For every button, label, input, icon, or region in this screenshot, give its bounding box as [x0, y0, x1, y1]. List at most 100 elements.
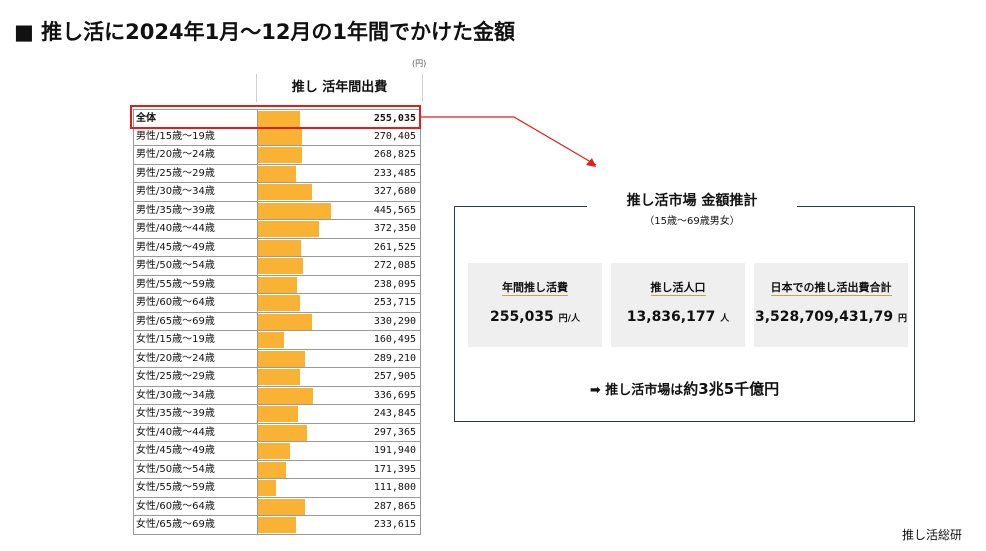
column-divider — [257, 127, 258, 145]
column-divider — [257, 312, 258, 330]
column-divider — [257, 405, 258, 423]
category-label: 女性/45歳～49歳 — [136, 445, 215, 456]
value-bar — [258, 517, 297, 533]
category-label: 男性/20歳～24歳 — [136, 149, 215, 160]
category-label: 女性/15歳～19歳 — [136, 334, 215, 345]
category-label: 女性/55歳～59歳 — [136, 482, 215, 493]
table-row: 女性/50歳～54歳 171,395 — [133, 460, 421, 479]
value-bar — [258, 313, 313, 330]
unit-note: (円) — [412, 59, 427, 68]
column-divider — [257, 423, 258, 441]
value-bar — [258, 480, 277, 496]
table-row: 女性/25歳～29歳 257,905 — [133, 368, 421, 387]
table-row: 男性/50歳～54歳 272,085 — [133, 257, 421, 276]
value-bar — [258, 276, 297, 293]
table-row: 男性/60歳～64歳 253,715 — [133, 294, 421, 313]
category-label: 男性/35歳～39歳 — [136, 204, 215, 216]
value-bar — [258, 202, 332, 219]
column-divider — [257, 497, 258, 515]
total-row-highlight — [130, 105, 421, 129]
table-row: 女性/55歳～59歳 111,800 — [133, 479, 421, 498]
value-label: 191,940 — [373, 445, 416, 456]
value-label: 272,085 — [373, 260, 416, 271]
value-label: 297,365 — [373, 426, 416, 438]
panel-subtitle: （15歳～69歳男女） — [644, 216, 740, 227]
market-conclusion: ➡ 推し活市場は約3兆5千億円 — [454, 378, 915, 399]
value-label: 372,350 — [373, 223, 416, 234]
category-label: 男性/50歳～54歳 — [136, 260, 215, 271]
category-label: 女性/50歳～54歳 — [136, 463, 215, 475]
table-row: 男性/65歳～69歳 330,290 — [133, 312, 421, 331]
category-label: 男性/40歳～44歳 — [136, 223, 215, 234]
conclusion-emphasis: 約3兆5千億円 — [683, 380, 780, 398]
column-divider — [257, 146, 258, 164]
column-divider — [257, 275, 258, 293]
column-header: 推し 活年間出費 — [256, 74, 423, 102]
page-title: ■ 推し活に2024年1月～12月の1年間でかけた金額 — [14, 20, 516, 44]
category-label: 男性/65歳～69歳 — [136, 315, 215, 327]
source-credit: 推し活総研 — [901, 528, 962, 542]
value-label: 257,905 — [373, 371, 416, 382]
value-label: 330,290 — [373, 315, 416, 327]
value-label: 238,095 — [373, 278, 416, 290]
table-row: 女性/15歳～19歳 160,495 — [133, 331, 421, 350]
value-label: 270,405 — [373, 130, 416, 142]
value-label: 255,035 — [373, 113, 416, 124]
card-annual-spending: 年間推し活費 255,035 円/人 — [468, 263, 602, 347]
column-divider — [257, 183, 258, 201]
spending-bar-table: 全体 255,035 男性/15歳～19歳 270,405 男性/20歳～24歳 268,… — [133, 109, 421, 535]
value-bar — [258, 111, 300, 127]
value-label: 327,680 — [373, 186, 416, 197]
card-population: 推し活人口 13,836,177 人 — [611, 263, 745, 347]
table-row: 男性/15歳～19歳 270,405 — [133, 127, 421, 146]
table-row: 男性/30歳～34歳 327,680 — [133, 183, 421, 202]
category-label: 女性/65歳～69歳 — [136, 519, 215, 530]
table-row: 男性/45歳～49歳 261,525 — [133, 238, 421, 257]
category-label: 男性/25歳～29歳 — [136, 167, 215, 179]
column-divider — [257, 110, 258, 127]
value-bar — [258, 424, 307, 441]
column-divider — [257, 479, 258, 497]
column-divider — [257, 331, 258, 349]
table-row: 男性/35歳～39歳 445,565 — [133, 201, 421, 220]
conclusion-prefix: ➡ 推し活市場は — [589, 383, 684, 398]
column-divider — [257, 442, 258, 460]
category-label: 女性/40歳～44歳 — [136, 426, 215, 438]
column-divider — [257, 368, 258, 386]
value-label: 445,565 — [373, 204, 416, 216]
value-bar — [258, 443, 290, 459]
column-divider — [257, 164, 258, 182]
category-label: 全体 — [136, 113, 156, 124]
table-row: 女性/40歳～44歳 297,365 — [133, 423, 421, 442]
value-bar — [258, 221, 320, 237]
value-bar — [258, 332, 285, 348]
category-label: 女性/30歳～34歳 — [136, 389, 215, 401]
value-bar — [258, 258, 303, 274]
category-label: 男性/55歳～59歳 — [136, 278, 215, 290]
column-divider — [257, 257, 258, 275]
value-label: 233,615 — [373, 519, 416, 530]
value-label: 289,210 — [373, 352, 416, 364]
panel-title: 推し活市場 金額推計 — [587, 190, 797, 212]
table-row: 女性/60歳～64歳 287,865 — [133, 497, 421, 516]
card-total-spending: 日本での推し活出費合計 3,528,709,431,79 円 — [754, 263, 908, 347]
value-bar — [258, 498, 306, 515]
category-label: 女性/25歳～29歳 — [136, 371, 215, 382]
card-value: 13,836,177 — [626, 309, 716, 325]
category-label: 男性/30歳～34歳 — [136, 186, 215, 197]
value-label: 233,485 — [373, 167, 416, 179]
table-row: 女性/65歳～69歳 233,615 — [133, 516, 421, 535]
value-label: 253,715 — [373, 297, 416, 308]
table-row: 女性/45歳～49歳 191,940 — [133, 442, 421, 461]
column-divider — [257, 386, 258, 404]
value-bar — [258, 406, 298, 422]
card-unit: 人 — [720, 314, 730, 324]
category-label: 女性/20歳～24歳 — [136, 352, 215, 364]
category-label: 女性/60歳～64歳 — [136, 500, 215, 512]
category-label: 女性/35歳～39歳 — [136, 408, 215, 419]
table-row: 男性/20歳～24歳 268,825 — [133, 146, 421, 165]
table-row: 男性/40歳～44歳 372,350 — [133, 220, 421, 239]
column-divider — [257, 349, 258, 367]
value-bar — [258, 369, 301, 385]
